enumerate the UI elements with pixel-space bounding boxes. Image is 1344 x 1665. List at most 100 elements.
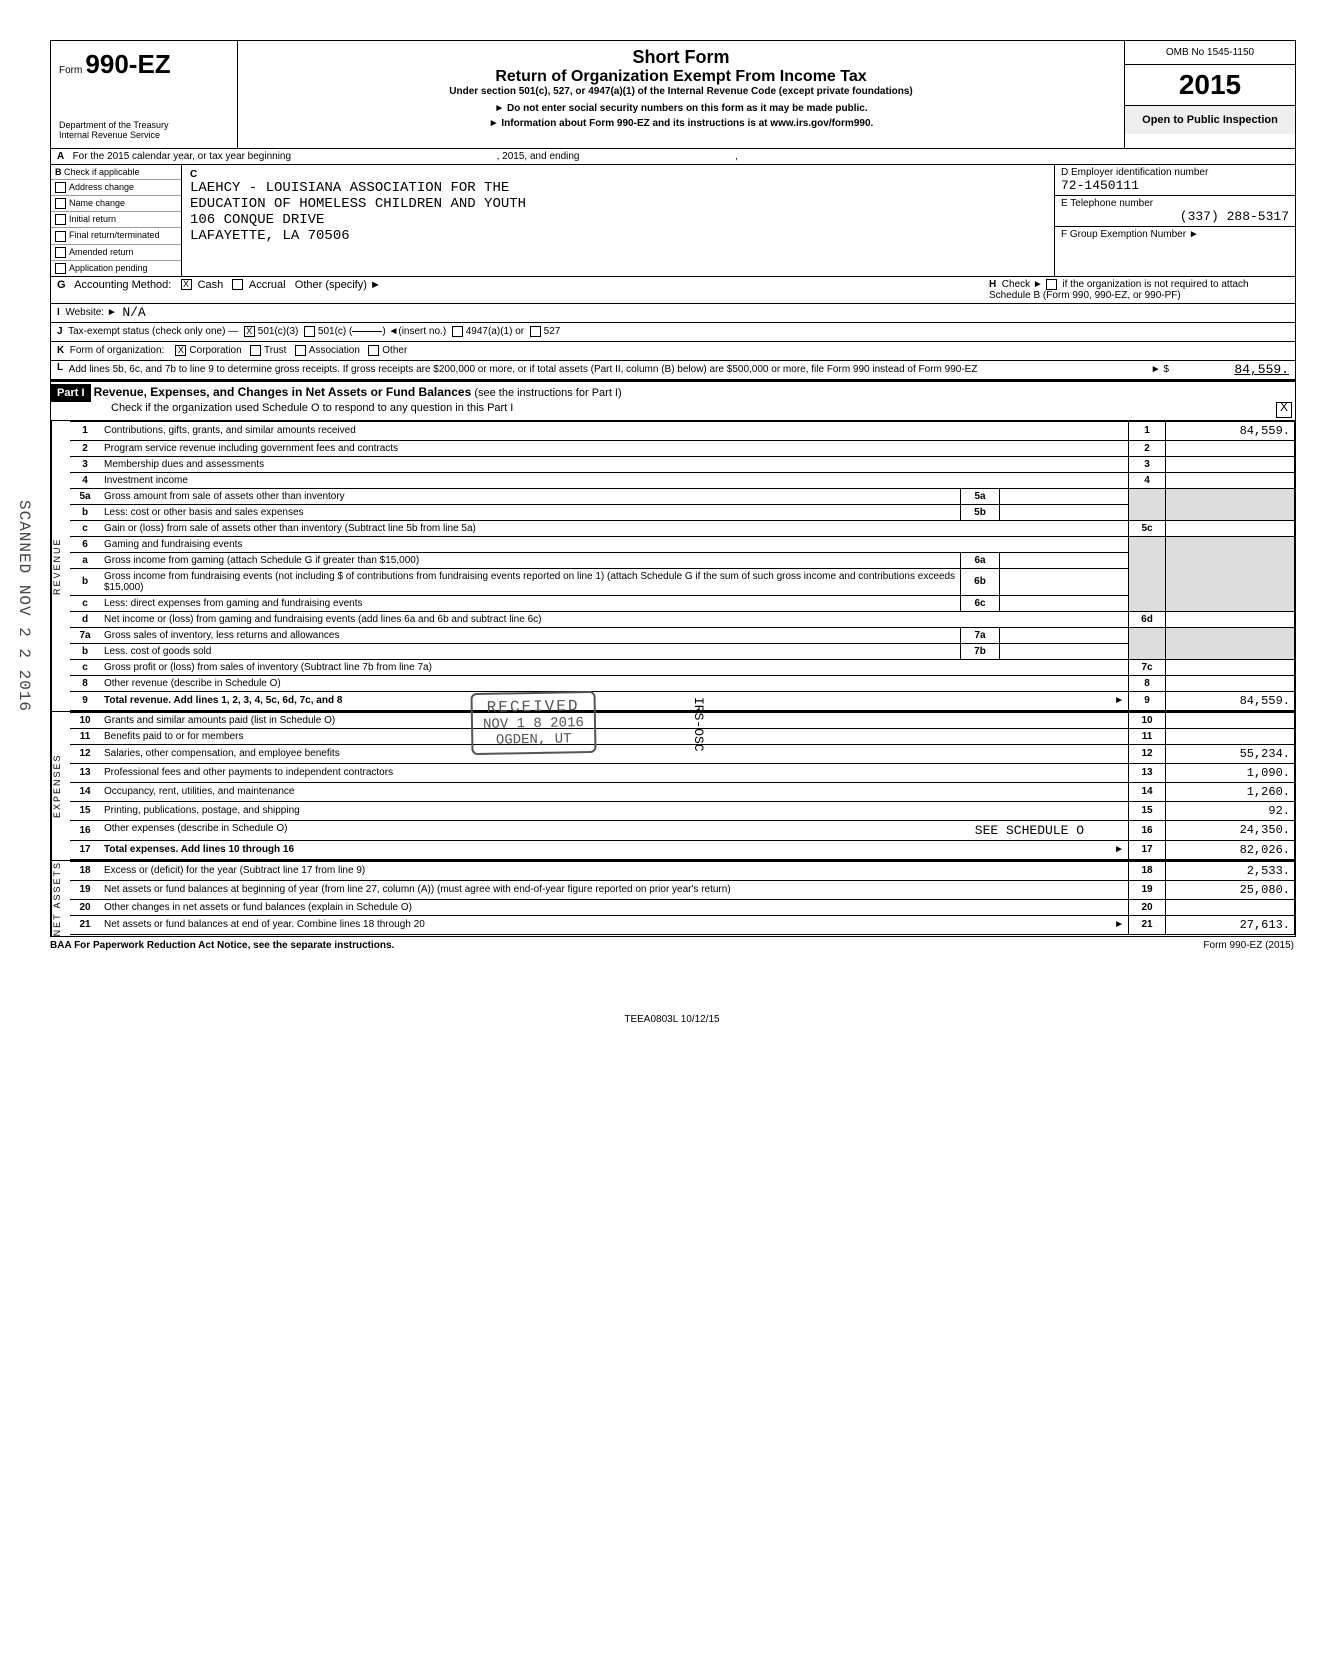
- line-a-end: ,: [735, 151, 738, 162]
- line-7a-desc: Gross sales of inventory, less returns a…: [100, 627, 961, 643]
- k-text: Form of organization:: [70, 345, 165, 356]
- k-label: K: [57, 345, 64, 356]
- line-6d-val: [1166, 611, 1295, 627]
- org-address-2: LAFAYETTE, LA 70506: [190, 228, 1046, 244]
- checkbox-schedule-o[interactable]: X: [1276, 402, 1292, 418]
- line-a-mid: , 2015, and ending: [497, 151, 580, 162]
- expenses-table: 10Grants and similar amounts paid (list …: [70, 712, 1295, 860]
- line-l: L Add lines 5b, 6c, and 7b to line 9 to …: [51, 361, 1295, 380]
- j-501c3: 501(c)(3): [258, 326, 299, 337]
- checkbox-final-return[interactable]: [55, 231, 66, 242]
- line-13-desc: Professional fees and other payments to …: [100, 763, 1129, 782]
- checkbox-501c3[interactable]: X: [244, 326, 255, 337]
- j-527: 527: [544, 326, 561, 337]
- line-7b-desc: Less. cost of goods sold: [100, 643, 961, 659]
- col-def: D Employer identification number 72-1450…: [1055, 165, 1295, 276]
- line-21-val: 27,613.: [1166, 915, 1295, 934]
- opt-initial-return: Initial return: [69, 214, 116, 224]
- dept-treasury: Department of the Treasury: [59, 120, 229, 130]
- expenses-section: EXPENSES 10Grants and similar amounts pa…: [51, 712, 1295, 861]
- l-value: 84,559.: [1169, 362, 1289, 377]
- line-10-desc: Grants and similar amounts paid (list in…: [100, 712, 1129, 728]
- opt-final-return: Final return/terminated: [69, 230, 160, 240]
- b-label: B: [55, 167, 62, 177]
- line-18-val: 2,533.: [1166, 861, 1295, 880]
- line-a-label: A: [57, 151, 64, 162]
- line-6d-desc: Net income or (loss) from gaming and fun…: [100, 611, 1129, 627]
- j-501c: 501(c) (: [318, 326, 352, 337]
- checkbox-accrual[interactable]: [232, 279, 243, 290]
- part-1-header: Part I Revenue, Expenses, and Changes in…: [51, 380, 1295, 421]
- website-value: N/A: [122, 305, 145, 320]
- org-name-1: LAEHCY - LOUISIANA ASSOCIATION FOR THE: [190, 180, 1046, 196]
- line-7a-sub: 7a: [961, 627, 1000, 643]
- i-label: I: [57, 307, 60, 318]
- form-number: 990-EZ: [85, 49, 170, 79]
- line-9-arrow: ►: [1114, 695, 1124, 706]
- footer-baa: BAA For Paperwork Reduction Act Notice, …: [50, 940, 394, 951]
- line-18-desc: Excess or (deficit) for the year (Subtra…: [100, 861, 1129, 880]
- line-6-desc: Gaming and fundraising events: [100, 536, 1129, 552]
- line-3-desc: Membership dues and assessments: [100, 456, 1129, 472]
- line-17-desc: Total expenses. Add lines 10 through 16: [104, 844, 294, 855]
- checkbox-cash[interactable]: X: [181, 279, 192, 290]
- line-j: J Tax-exempt status (check only one) — X…: [51, 323, 1295, 342]
- scanned-stamp: SCANNED NOV 2 2 2016: [15, 500, 33, 712]
- line-4-desc: Investment income: [100, 472, 1129, 488]
- checkbox-527[interactable]: [530, 326, 541, 337]
- checkbox-amended-return[interactable]: [55, 247, 66, 258]
- revenue-section: REVENUE 1Contributions, gifts, grants, a…: [51, 421, 1295, 712]
- col-c: C LAEHCY - LOUISIANA ASSOCIATION FOR THE…: [182, 165, 1055, 276]
- d-label: D Employer identification number: [1061, 167, 1289, 178]
- checkbox-application-pending[interactable]: [55, 263, 66, 274]
- j-insert: ) ◄(insert no.): [382, 326, 446, 337]
- f-label: F Group Exemption Number ►: [1061, 229, 1289, 240]
- line-9-desc: Total revenue. Add lines 1, 2, 3, 4, 5c,…: [104, 695, 342, 706]
- opt-application-pending: Application pending: [69, 263, 148, 273]
- line-20-val: [1166, 899, 1295, 915]
- checkbox-corp[interactable]: X: [175, 345, 186, 356]
- line-15-val: 92.: [1166, 801, 1295, 820]
- opt-name-change: Name change: [69, 198, 125, 208]
- line-6a-desc: Gross income from gaming (attach Schedul…: [100, 552, 961, 568]
- opt-address-change: Address change: [69, 182, 134, 192]
- form-header: Form 990-EZ Department of the Treasury I…: [51, 41, 1295, 149]
- line-6c-sub: 6c: [961, 595, 1000, 611]
- line-7b-sub: 7b: [961, 643, 1000, 659]
- checkbox-name-change[interactable]: [55, 198, 66, 209]
- k-trust: Trust: [264, 345, 286, 356]
- checkbox-assoc[interactable]: [295, 345, 306, 356]
- checkbox-4947[interactable]: [452, 326, 463, 337]
- part-1-label: Part I: [51, 384, 91, 402]
- k-assoc: Association: [309, 345, 360, 356]
- i-text: Website: ►: [65, 307, 116, 318]
- line-12-desc: Salaries, other compensation, and employ…: [100, 744, 1129, 763]
- checkbox-h[interactable]: [1046, 279, 1057, 290]
- line-5b-sub: 5b: [961, 504, 1000, 520]
- open-to-public: Open to Public Inspection: [1125, 106, 1295, 134]
- line-4-val: [1166, 472, 1295, 488]
- revenue-side-label: REVENUE: [51, 421, 70, 711]
- line-g-h: G Accounting Method: X Cash Accrual Othe…: [51, 277, 1295, 304]
- line-12-val: 55,234.: [1166, 744, 1295, 763]
- info-link: ► Information about Form 990-EZ and its …: [244, 118, 1118, 129]
- line-17-val: 82,026.: [1166, 840, 1295, 859]
- h-text: Check ►: [1002, 279, 1043, 290]
- expenses-side-label: EXPENSES: [51, 712, 70, 860]
- checkbox-initial-return[interactable]: [55, 214, 66, 225]
- page-footer: BAA For Paperwork Reduction Act Notice, …: [50, 937, 1294, 954]
- line-5c-desc: Gain or (loss) from sale of assets other…: [100, 520, 1129, 536]
- checkbox-501c[interactable]: [304, 326, 315, 337]
- form-prefix: Form: [59, 65, 82, 76]
- line-7c-val: [1166, 659, 1295, 675]
- line-9-val: 84,559.: [1166, 691, 1295, 710]
- checkbox-address-change[interactable]: [55, 182, 66, 193]
- org-address-1: 106 CONQUE DRIVE: [190, 212, 1046, 228]
- line-11-val: [1166, 728, 1295, 744]
- line-k: K Form of organization: X Corporation Tr…: [51, 342, 1295, 361]
- line-3-val: [1166, 456, 1295, 472]
- checkbox-other[interactable]: [368, 345, 379, 356]
- line-16-val: 24,350.: [1166, 820, 1295, 840]
- checkbox-trust[interactable]: [250, 345, 261, 356]
- g-text: Accounting Method:: [74, 279, 171, 291]
